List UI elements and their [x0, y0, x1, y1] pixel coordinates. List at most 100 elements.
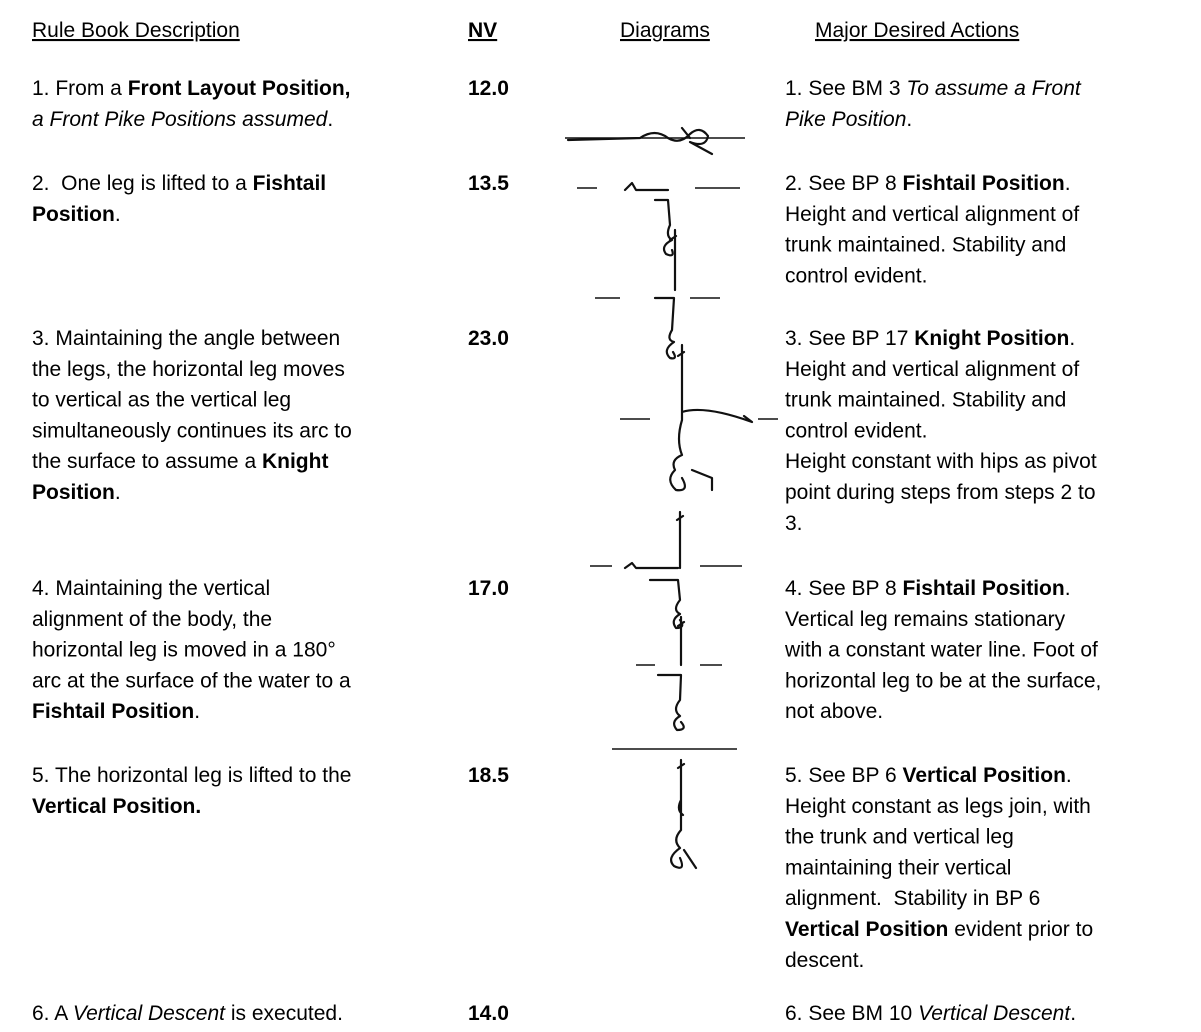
text-run: 6. See BM 10 — [785, 1002, 918, 1025]
text-run: the surface to assume a — [32, 450, 262, 473]
header-actions: Major Desired Actions — [815, 19, 1019, 42]
text-run: control evident. — [785, 264, 927, 287]
actions-line: with a constant water line. Foot of — [784, 639, 1098, 662]
text-run: Height and vertical alignment of — [785, 358, 1079, 381]
actions-line: 2. See BP 8 Fishtail Position. — [785, 172, 1071, 195]
bold-run: Vertical Position — [785, 918, 948, 941]
bold-run: Vertical Position — [903, 764, 1066, 787]
description-line: 3. Maintaining the angle between — [32, 327, 340, 350]
description-line: horizontal leg is moved in a 180° — [32, 639, 336, 662]
nv-value: 17.0 — [468, 577, 509, 600]
actions-line: alignment. Stability in BP 6 — [785, 887, 1040, 910]
text-run: alignment of the body, the — [32, 608, 272, 631]
text-run: . — [1065, 577, 1071, 600]
italic-run: a Front Pike Positions assumed — [32, 108, 329, 131]
text-run: trunk maintained. Stability and — [785, 389, 1066, 412]
text-run: the trunk and vertical leg — [785, 826, 1014, 849]
description-line: arc at the surface of the water to a — [32, 669, 351, 692]
bold-run: Fishtail Position — [903, 172, 1065, 195]
text-run: 1. From a — [32, 77, 128, 100]
text-run: Height constant with hips as pivot — [785, 450, 1097, 473]
nv-value: 13.5 — [468, 172, 509, 195]
text-run: evident prior to — [948, 918, 1093, 941]
text-run: not above. — [785, 700, 883, 723]
diagrams — [565, 126, 778, 870]
text-run: horizontal leg is moved in a 180° — [32, 639, 336, 662]
actions-line: 1. See BM 3 To assume a Front — [785, 77, 1082, 100]
bold-run: Front Layout Position, — [128, 77, 351, 100]
text-run: 1. See BM 3 — [785, 77, 906, 100]
header-diagrams: Diagrams — [620, 19, 710, 42]
text-run: 6. A — [32, 1002, 73, 1025]
text-run: . — [1065, 172, 1071, 195]
actions-line: 3. See BP 17 Knight Position. — [785, 327, 1075, 350]
actions-line: horizontal leg to be at the surface, — [785, 669, 1101, 692]
header-nv: NV — [468, 19, 497, 42]
italic-run: Vertical Descent — [918, 1002, 1071, 1025]
text-run: . — [327, 108, 333, 131]
nv-value: 12.0 — [468, 77, 509, 100]
text-run: 3. — [785, 512, 803, 535]
actions-line: Vertical leg remains stationary — [785, 608, 1066, 631]
description-line: Position. — [32, 203, 121, 226]
text-run: alignment. Stability in BP 6 — [785, 887, 1040, 910]
text-run: . — [1069, 327, 1075, 350]
bold-run: Fishtail Position — [32, 700, 194, 723]
actions-line: control evident. — [785, 264, 927, 287]
description-line: Position. — [32, 481, 121, 504]
actions-line: 5. See BP 6 Vertical Position. — [785, 764, 1072, 787]
text-run: 4. See BP 8 — [785, 577, 903, 600]
bold-run: Fishtail — [253, 172, 327, 195]
text-run: control evident. — [785, 419, 927, 442]
actions-line: maintaining their vertical — [785, 856, 1011, 879]
description-line: 5. The horizontal leg is lifted to the — [32, 764, 351, 787]
text-run: 2. See BP 8 — [785, 172, 903, 195]
actions-line: Height and vertical alignment of — [785, 203, 1079, 226]
text-run: point during steps from steps 2 to — [785, 481, 1096, 504]
nv-value: 23.0 — [468, 327, 509, 350]
bold-run: Knight Position — [914, 327, 1069, 350]
text-run: . — [194, 700, 200, 723]
text-run: Height and vertical alignment of — [785, 203, 1079, 226]
text-run: to vertical as the vertical leg — [32, 389, 291, 412]
actions-line: 3. — [785, 512, 803, 535]
description-line: the surface to assume a Knight — [32, 450, 328, 473]
text-run: horizontal leg to be at the surface, — [785, 669, 1101, 692]
actions-line: control evident. — [785, 419, 927, 442]
text-run: arc at the surface of the water to a — [32, 669, 351, 692]
description-line: 6. A Vertical Descent is executed. — [32, 1002, 343, 1025]
actions-line: trunk maintained. Stability and — [785, 389, 1066, 412]
text-run: 5. The horizontal leg is lifted to the — [32, 764, 351, 787]
nv-value: 14.0 — [468, 1002, 509, 1025]
text-run: 2. One leg is lifted to a — [32, 172, 253, 195]
text-run: 4. Maintaining the vertical — [32, 577, 270, 600]
actions-line: Height constant with hips as pivot — [785, 450, 1097, 473]
description-line: the legs, the horizontal leg moves — [32, 358, 345, 381]
text-run: 3. Maintaining the angle between — [32, 327, 340, 350]
header-description: Rule Book Description — [32, 19, 240, 42]
bold-run: Fishtail Position — [903, 577, 1065, 600]
text-run: . — [906, 108, 912, 131]
description-line: alignment of the body, the — [32, 608, 272, 631]
text-run: . — [115, 481, 121, 504]
text-run: descent. — [785, 949, 864, 972]
text-run: . — [1066, 764, 1072, 787]
actions-line: Vertical Position evident prior to — [785, 918, 1093, 941]
bold-run: Position — [32, 481, 115, 504]
description-line: simultaneously continues its arc to — [32, 419, 352, 442]
text-run: . — [1070, 1002, 1076, 1025]
text-run: with a constant water line. Foot of — [784, 639, 1098, 662]
actions-line: Height and vertical alignment of — [785, 358, 1079, 381]
text-run: . — [115, 203, 121, 226]
description-line: 4. Maintaining the vertical — [32, 577, 270, 600]
bold-run: Vertical Position. — [32, 795, 201, 818]
actions-line: descent. — [785, 949, 864, 972]
text-run: trunk maintained. Stability and — [785, 234, 1066, 257]
text-run: Height constant as legs join, with — [785, 795, 1091, 818]
description-line: Vertical Position. — [32, 795, 201, 818]
actions-line: Height constant as legs join, with — [785, 795, 1091, 818]
description-line: to vertical as the vertical leg — [32, 389, 291, 412]
text-run: Vertical leg remains stationary — [785, 608, 1066, 631]
